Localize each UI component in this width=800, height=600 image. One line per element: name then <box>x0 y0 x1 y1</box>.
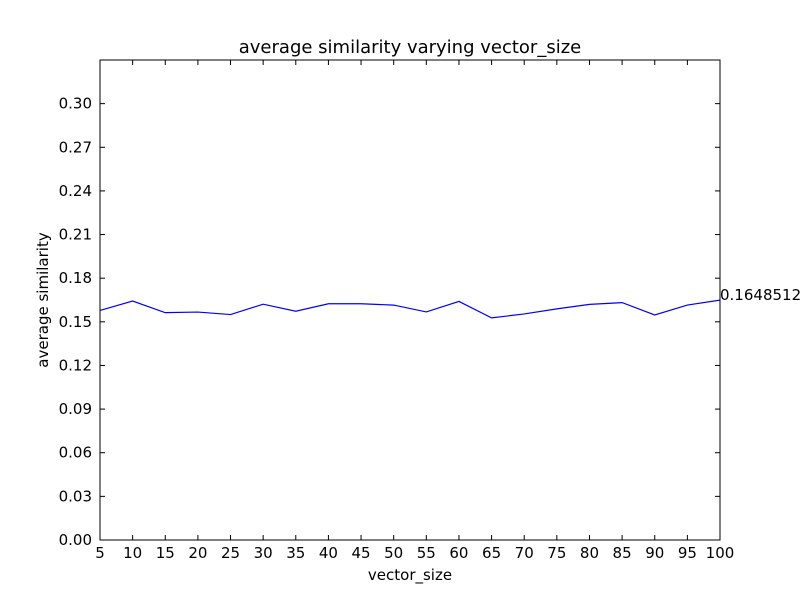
x-tick-label: 20 <box>188 544 207 562</box>
y-tick-label: 0.06 <box>59 444 92 462</box>
x-tick-label: 35 <box>286 544 305 562</box>
x-tick-label: 25 <box>221 544 240 562</box>
plot-area: 5 10 15 20 25 30 35 40 45 50 55 60 65 70 75 80 85 90 95 100… <box>59 59 800 562</box>
chart-title: average similarity varying vector_size <box>239 37 581 58</box>
y-tick-label: 0.09 <box>59 400 92 418</box>
x-tick-label: 60 <box>449 544 468 562</box>
x-tick-label: 75 <box>547 544 566 562</box>
y-tick-label: 0.00 <box>59 531 92 549</box>
x-tick-label: 80 <box>580 544 599 562</box>
y-tick-label: 0.30 <box>59 95 92 113</box>
last-value-label: 0.1648512 <box>720 286 800 304</box>
x-tick-label: 15 <box>156 544 175 562</box>
x-tick-label: 55 <box>417 544 436 562</box>
y-tick-label: 0.12 <box>59 356 92 374</box>
x-axis-title: vector_size <box>368 566 452 585</box>
x-tick-label: 70 <box>515 544 534 562</box>
x-tick-label: 10 <box>123 544 142 562</box>
x-tick-label: 90 <box>645 544 664 562</box>
x-tick-label: 30 <box>254 544 273 562</box>
x-tick-label: 95 <box>678 544 697 562</box>
plot-frame <box>99 59 721 541</box>
x-tick-label: 5 <box>95 544 105 562</box>
x-tick-label: 85 <box>613 544 632 562</box>
x-tick-label: 50 <box>384 544 403 562</box>
y-tick-label: 0.18 <box>59 269 92 287</box>
x-tick-label: 40 <box>319 544 338 562</box>
x-tick-label: 45 <box>352 544 371 562</box>
x-tick-label: 100 <box>706 544 735 562</box>
series-line <box>99 299 721 319</box>
y-tick-label: 0.15 <box>59 313 92 331</box>
y-tick-label: 0.27 <box>59 138 92 156</box>
y-axis-title: average similarity <box>34 232 52 368</box>
y-tick-label: 0.21 <box>59 226 92 244</box>
x-tick-label: 65 <box>482 544 501 562</box>
y-tick-label: 0.03 <box>59 487 92 505</box>
y-tick-label: 0.24 <box>59 182 92 200</box>
